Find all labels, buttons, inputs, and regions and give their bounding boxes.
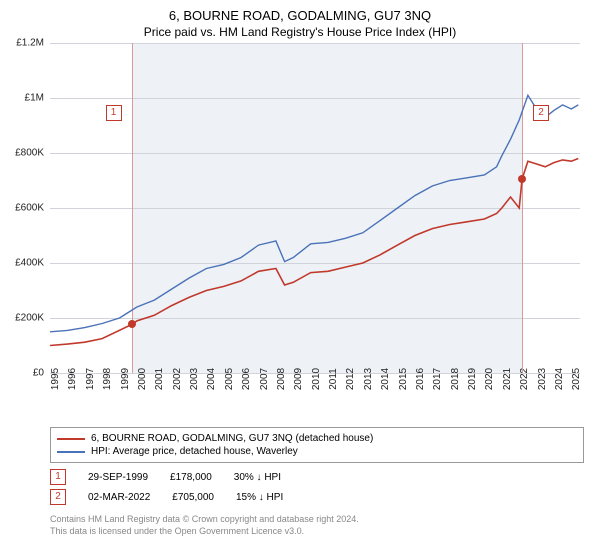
footer-line: This data is licensed under the Open Gov…	[50, 525, 584, 537]
legend-swatch	[57, 451, 85, 453]
footer-attribution: Contains HM Land Registry data © Crown c…	[50, 513, 584, 537]
ytick-label: £1.2M	[2, 38, 44, 49]
sale-marker-box: 2	[533, 105, 549, 121]
sale-marker-dot	[128, 320, 136, 328]
sale-delta: 30% ↓ HPI	[234, 472, 281, 483]
chart-container: 6, BOURNE ROAD, GODALMING, GU7 3NQ Price…	[0, 0, 600, 560]
sale-row: 1 29-SEP-1999 £178,000 30% ↓ HPI	[50, 469, 584, 485]
series-hpi	[50, 95, 578, 331]
series-price_paid	[50, 159, 578, 346]
legend-item: HPI: Average price, detached house, Wave…	[57, 445, 577, 458]
sale-delta: 15% ↓ HPI	[236, 492, 283, 503]
chart-title: 6, BOURNE ROAD, GODALMING, GU7 3NQ	[0, 0, 600, 23]
sale-marker-dot	[518, 175, 526, 183]
sale-date: 29-SEP-1999	[88, 472, 148, 483]
legend: 6, BOURNE ROAD, GODALMING, GU7 3NQ (deta…	[50, 427, 584, 463]
sale-marker-icon: 2	[50, 489, 66, 505]
ytick-label: £800K	[2, 148, 44, 159]
legend-label: 6, BOURNE ROAD, GODALMING, GU7 3NQ (deta…	[91, 433, 373, 444]
sale-marker-icon: 1	[50, 469, 66, 485]
ytick-label: £400K	[2, 258, 44, 269]
ytick-label: £1M	[2, 93, 44, 104]
footer-line: Contains HM Land Registry data © Crown c…	[50, 513, 584, 525]
chart-subtitle: Price paid vs. HM Land Registry's House …	[0, 23, 600, 43]
ytick-label: £600K	[2, 203, 44, 214]
legend-label: HPI: Average price, detached house, Wave…	[91, 446, 298, 457]
sale-marker-box: 1	[106, 105, 122, 121]
sale-price: £178,000	[170, 472, 212, 483]
legend-item: 6, BOURNE ROAD, GODALMING, GU7 3NQ (deta…	[57, 432, 577, 445]
sale-row: 2 02-MAR-2022 £705,000 15% ↓ HPI	[50, 489, 584, 505]
sale-date: 02-MAR-2022	[88, 492, 150, 503]
ytick-label: £200K	[2, 313, 44, 324]
ytick-label: £0	[2, 368, 44, 379]
legend-swatch	[57, 438, 85, 440]
chart-plot-area: £0£200K£400K£600K£800K£1M£1.2M1995199619…	[50, 43, 580, 373]
sale-price: £705,000	[172, 492, 214, 503]
